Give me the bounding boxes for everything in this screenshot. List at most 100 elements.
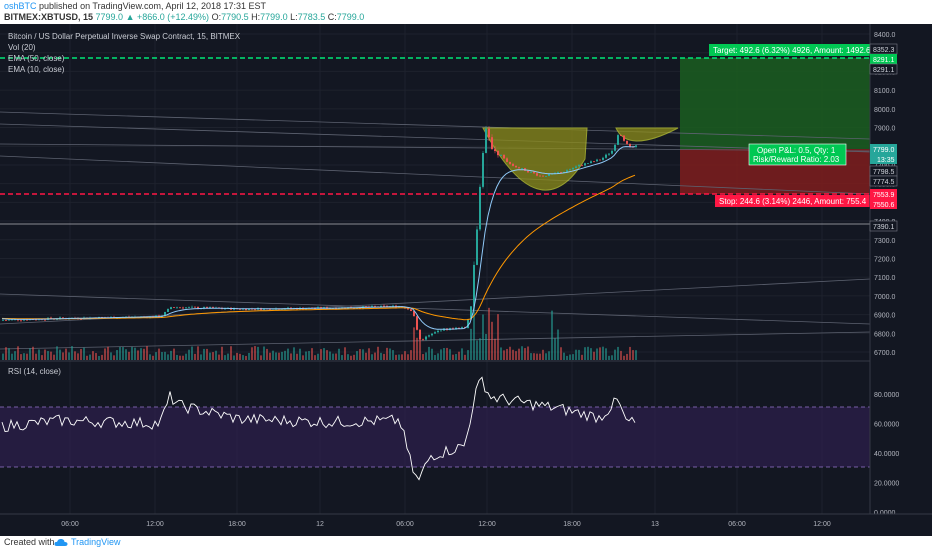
candle-body: [599, 159, 601, 161]
time-tick: 06:00: [61, 521, 79, 528]
price-tick: 7000.0: [874, 294, 896, 301]
volume-bar: [299, 348, 301, 360]
candle-body: [572, 167, 574, 170]
volume-bar: [614, 349, 616, 360]
candle-body: [176, 307, 178, 309]
volume-bar: [296, 353, 298, 360]
stop-label-bg[interactable]: [715, 195, 870, 207]
volume-bar: [140, 348, 142, 360]
volume-bar: [503, 350, 505, 360]
candle-body: [284, 308, 286, 310]
candle-body: [167, 309, 169, 312]
candle-body: [614, 144, 616, 151]
stop-label: Stop: 244.6 (3.14%) 2446, Amount: 755.4: [719, 197, 867, 206]
candle-body: [248, 308, 250, 311]
rsi-legend[interactable]: RSI (14, close): [8, 367, 61, 376]
volume-bar: [500, 347, 502, 360]
time-axis[interactable]: [0, 514, 932, 536]
volume-bar: [524, 348, 526, 360]
volume-bar: [533, 353, 535, 360]
volume-bar: [38, 349, 40, 360]
volume-bar: [449, 349, 451, 360]
candle-body: [11, 319, 13, 321]
volume-bar: [293, 347, 295, 360]
volume-bar: [359, 349, 361, 360]
cup-pattern[interactable]: [482, 127, 588, 191]
time-tick: 18:00: [228, 521, 246, 528]
volume-bar: [416, 337, 418, 360]
volume-bar: [434, 355, 436, 360]
chart-area[interactable]: Bitcoin / US Dollar Perpetual Inverse Sw…: [0, 24, 932, 536]
trend-lines[interactable]: [0, 111, 871, 350]
volume-bar: [437, 353, 439, 360]
volume-bar: [65, 348, 67, 360]
volume-bar: [239, 353, 241, 360]
vol-legend[interactable]: Vol (20): [8, 43, 36, 52]
rsi-tick: 60.0000: [874, 422, 899, 429]
candle-body: [374, 305, 376, 307]
volume-bar: [116, 349, 118, 360]
volume-bar: [584, 347, 586, 360]
volume-bar: [452, 354, 454, 360]
pnl-box[interactable]: [748, 143, 847, 166]
volume-bar: [410, 350, 412, 360]
rsi-tick: 20.0000: [874, 481, 899, 488]
volume-bar: [617, 346, 619, 360]
tradingview-brand-link[interactable]: TradingView: [71, 537, 121, 547]
volume-bar: [236, 352, 238, 360]
target-zone[interactable]: [680, 58, 872, 149]
volume-bar: [41, 355, 43, 360]
volume-bar: [404, 351, 406, 360]
volume-bar: [137, 350, 139, 360]
volume-bar: [272, 350, 274, 360]
candle-body: [527, 170, 529, 173]
candle-body: [35, 319, 37, 321]
ema10-legend[interactable]: EMA (10, close): [8, 65, 65, 74]
volume-bar: [104, 348, 106, 360]
candle-body: [44, 319, 46, 321]
tradingview-cloud-icon: [54, 538, 68, 546]
volume-bar: [527, 346, 529, 360]
volume-bar: [611, 355, 613, 360]
volume-bar: [563, 352, 565, 360]
target-label-bg[interactable]: [709, 44, 870, 56]
candle-body: [191, 306, 193, 308]
volume-bar: [350, 355, 352, 360]
volume-bar: [332, 353, 334, 360]
volume-bar: [476, 340, 478, 360]
volume-bar: [494, 338, 496, 360]
volume-bar: [230, 346, 232, 360]
volume-bar: [458, 351, 460, 360]
price-chart-svg[interactable]: Bitcoin / US Dollar Perpetual Inverse Sw…: [0, 24, 932, 536]
footer: Created with TradingView: [0, 536, 932, 550]
author-link[interactable]: oshBTC: [4, 1, 37, 11]
candle-body: [608, 153, 610, 155]
svg-text:7550.6: 7550.6: [873, 202, 895, 209]
volume-bar: [188, 349, 190, 360]
volume-bar: [260, 355, 262, 360]
handle-pattern[interactable]: [615, 127, 679, 142]
candle-body: [185, 307, 187, 309]
candle-body: [560, 172, 562, 173]
volume-bar: [395, 354, 397, 360]
volume-bar: [308, 351, 310, 360]
volume-bar: [224, 355, 226, 360]
time-axis-ticks: 06:00 12:00 18:00 12 06:00 12:00 18:00 13 06:00 1…: [61, 521, 831, 528]
price-tick: 6700.0: [874, 350, 896, 357]
candle-body: [440, 330, 442, 332]
time-tick: 13: [651, 521, 659, 528]
candle-body: [584, 163, 586, 166]
candle-body: [542, 175, 544, 177]
time-tick: 18:00: [563, 521, 581, 528]
price-tick: 8100.0: [874, 88, 896, 95]
candle-body: [533, 171, 535, 174]
candle-body: [224, 308, 226, 310]
volume-bar: [242, 355, 244, 360]
candle-body: [371, 305, 373, 308]
candle-body: [50, 317, 52, 319]
candle-body: [530, 171, 532, 173]
svg-text:7798.5: 7798.5: [873, 169, 895, 176]
close-value: 7799.0: [336, 12, 365, 22]
ema50-legend[interactable]: EMA (50, close): [8, 54, 65, 63]
price-axis[interactable]: [870, 24, 932, 514]
